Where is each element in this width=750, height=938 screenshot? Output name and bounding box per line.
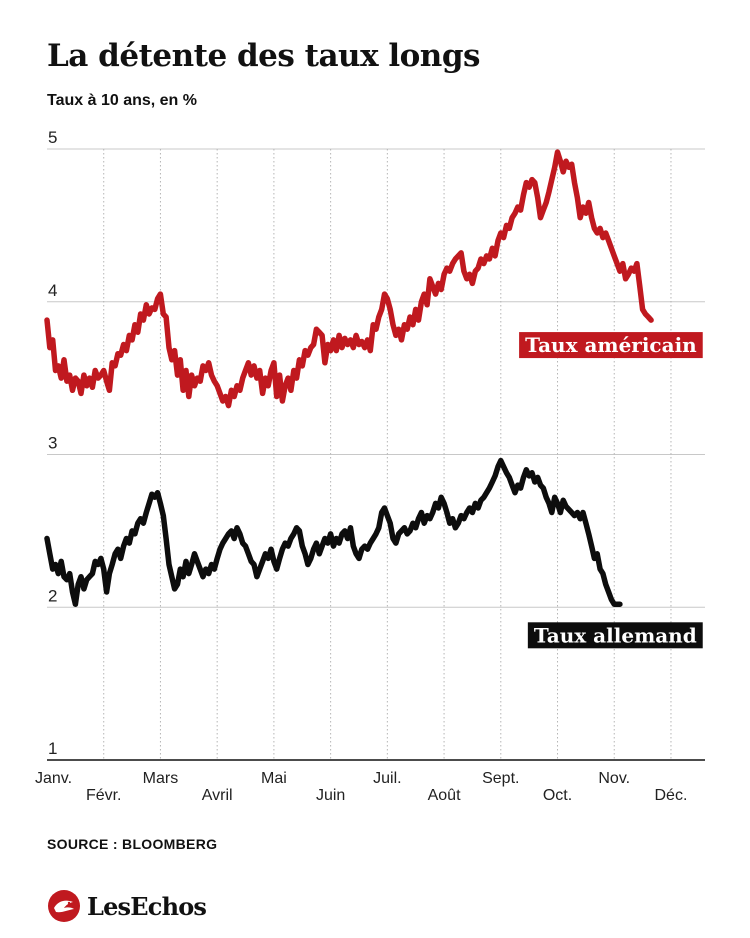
x-tick-label: Mars (143, 770, 179, 787)
source-note: SOURCE : BLOOMBERG (47, 836, 218, 852)
x-tick-label: Nov. (598, 770, 630, 787)
y-tick-label: 2 (48, 586, 57, 605)
les-echos-logo-icon (48, 890, 80, 922)
brand-name: LesEchos (87, 891, 207, 921)
y-tick-label: 5 (48, 128, 57, 147)
series-line-de (44, 457, 623, 607)
series-label-box (527, 622, 703, 649)
x-tick-label: Août (428, 787, 461, 804)
y-tick-label: 1 (48, 739, 57, 758)
series-label-us: Taux américain (525, 333, 697, 357)
y-tick-label: 4 (48, 281, 57, 300)
x-tick-label: Juil. (373, 770, 401, 787)
line-chart: 1 2 3 4 5 Janv. Févr. Mars Avril Mai Juin Juil. Août… (35, 128, 705, 804)
series-line-us (44, 149, 654, 409)
x-tick-label: Juin (316, 787, 345, 804)
x-tick-label: Déc. (655, 787, 688, 804)
series-label-de: Taux allemand (534, 623, 697, 647)
x-tick-label: Janv. (35, 770, 72, 787)
x-tick-label: Mai (261, 770, 287, 787)
series-label-box (519, 332, 703, 359)
chart-subtitle: Taux à 10 ans, en % (47, 92, 197, 109)
x-tick-label: Sept. (482, 770, 519, 787)
x-tick-label: Oct. (543, 787, 572, 804)
x-tick-label: Févr. (86, 787, 122, 804)
x-tick-label: Avril (202, 787, 233, 804)
chart-title: La détente des taux longs (47, 38, 480, 74)
brand-logo-block: LesEchos (47, 889, 207, 923)
y-tick-label: 3 (48, 434, 57, 453)
